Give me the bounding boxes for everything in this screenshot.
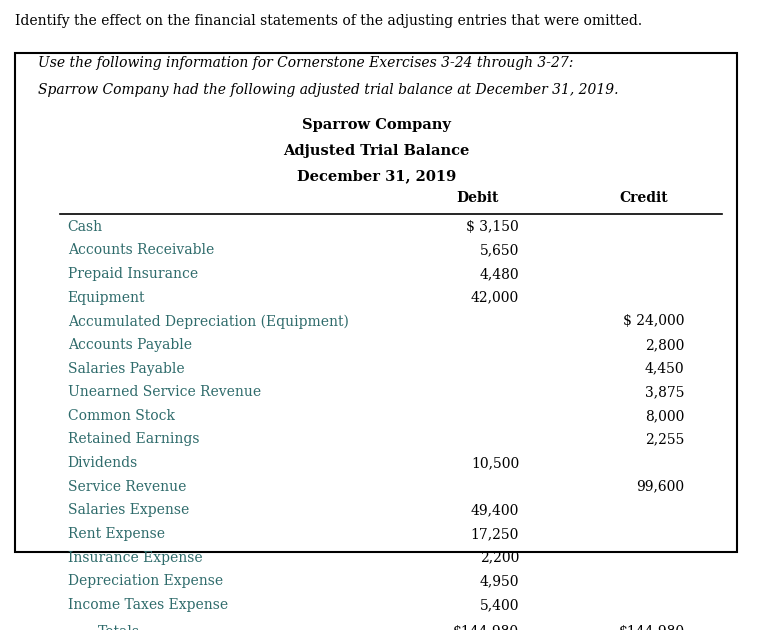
- Text: Prepaid Insurance: Prepaid Insurance: [67, 267, 198, 281]
- Text: Equipment: Equipment: [67, 290, 145, 304]
- Text: Accounts Receivable: Accounts Receivable: [67, 243, 214, 257]
- Text: Retained Earnings: Retained Earnings: [67, 432, 199, 447]
- Text: 10,500: 10,500: [471, 456, 519, 470]
- Text: 3,875: 3,875: [645, 385, 684, 399]
- Text: Sparrow Company: Sparrow Company: [302, 118, 451, 132]
- Text: 4,480: 4,480: [480, 267, 519, 281]
- Text: Totals: Totals: [98, 624, 140, 630]
- Text: Adjusted Trial Balance: Adjusted Trial Balance: [283, 144, 470, 158]
- Text: Credit: Credit: [619, 192, 667, 205]
- Text: 4,450: 4,450: [645, 362, 684, 375]
- Text: Identify the effect on the financial statements of the adjusting entries that we: Identify the effect on the financial sta…: [15, 14, 642, 28]
- Text: Income Taxes Expense: Income Taxes Expense: [67, 598, 228, 612]
- Text: Dividends: Dividends: [67, 456, 138, 470]
- Text: 2,800: 2,800: [645, 338, 684, 352]
- Text: $ 3,150: $ 3,150: [466, 220, 519, 234]
- Text: Debit: Debit: [456, 192, 499, 205]
- Text: Depreciation Expense: Depreciation Expense: [67, 575, 223, 588]
- Text: 5,400: 5,400: [480, 598, 519, 612]
- Text: 2,255: 2,255: [645, 432, 684, 447]
- Text: Unearned Service Revenue: Unearned Service Revenue: [67, 385, 261, 399]
- Text: Common Stock: Common Stock: [67, 409, 175, 423]
- Text: Salaries Expense: Salaries Expense: [67, 503, 189, 517]
- Text: Use the following information for Cornerstone Exercises 3-24 through 3-27:: Use the following information for Corner…: [38, 56, 573, 71]
- Text: 99,600: 99,600: [637, 480, 684, 494]
- Text: 2,200: 2,200: [480, 551, 519, 564]
- Text: $ 24,000: $ 24,000: [623, 314, 684, 328]
- Text: 17,250: 17,250: [470, 527, 519, 541]
- Text: $144,980: $144,980: [453, 624, 519, 630]
- Text: 8,000: 8,000: [645, 409, 684, 423]
- Text: 42,000: 42,000: [471, 290, 519, 304]
- Text: Service Revenue: Service Revenue: [67, 480, 186, 494]
- Text: 4,950: 4,950: [480, 575, 519, 588]
- Text: 5,650: 5,650: [480, 243, 519, 257]
- Text: Accounts Payable: Accounts Payable: [67, 338, 192, 352]
- FancyBboxPatch shape: [15, 54, 737, 552]
- Text: Cash: Cash: [67, 220, 103, 234]
- Text: $144,980: $144,980: [619, 624, 684, 630]
- Text: December 31, 2019: December 31, 2019: [296, 169, 456, 183]
- Text: Salaries Payable: Salaries Payable: [67, 362, 184, 375]
- Text: Insurance Expense: Insurance Expense: [67, 551, 202, 564]
- Text: Rent Expense: Rent Expense: [67, 527, 165, 541]
- Text: 49,400: 49,400: [470, 503, 519, 517]
- Text: Sparrow Company had the following adjusted trial balance at December 31, 2019.: Sparrow Company had the following adjust…: [38, 83, 618, 98]
- Text: Accumulated Depreciation (Equipment): Accumulated Depreciation (Equipment): [67, 314, 349, 329]
